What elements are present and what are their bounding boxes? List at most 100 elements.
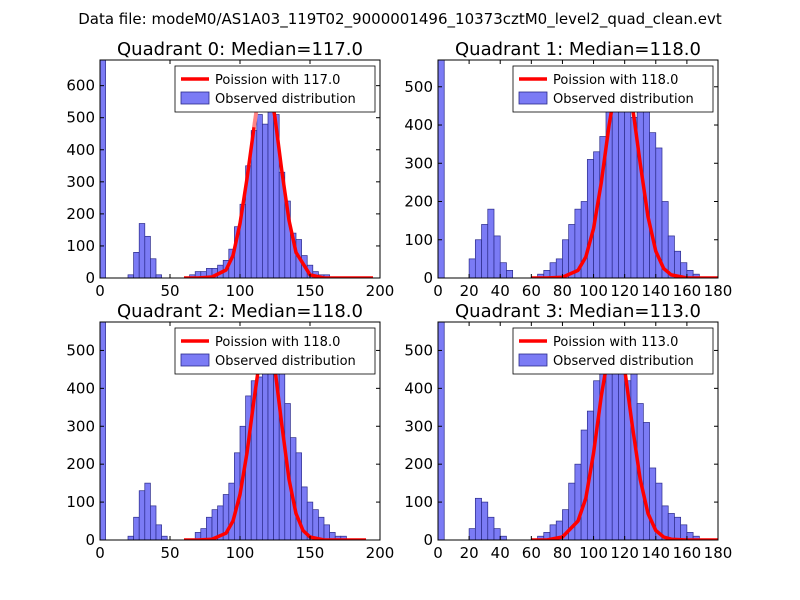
histogram-bar [144,235,151,278]
histogram-bar [138,490,146,540]
histogram-bar [667,513,675,540]
histogram-bar [100,322,106,540]
histogram-bar [499,535,507,540]
x-tick-label: 120 [610,282,639,300]
legend-observed-label: Observed distribution [215,92,356,107]
axes-frame [437,321,719,541]
y-tick-label: 400 [404,379,433,397]
histogram-bar [474,239,482,278]
histogram-bar [568,224,576,278]
legend-poisson-label: Poission with 117.0 [215,73,340,88]
histogram-bar [438,322,445,540]
histogram-bar [487,208,495,278]
y-tick-label: 200 [66,455,95,473]
x-tick-label: 0 [433,544,443,562]
x-tick-label: 120 [610,544,639,562]
axes-frame [437,59,719,279]
x-tick-label: 100 [579,282,608,300]
x-tick-label: 200 [366,544,395,562]
y-tick-label: 0 [423,531,433,549]
x-tick-label: 180 [704,544,733,562]
y-tick-label: 400 [66,379,95,397]
histogram-bar [323,524,330,540]
histogram-bar [549,262,557,278]
legend: Poission with 113.0 Observed distribution [512,327,714,375]
y-tick-label: 300 [404,154,433,172]
y-tick-label: 0 [85,531,95,549]
y-tick-label: 500 [404,341,433,359]
subplot-quadrant-3: 0 20 40 60 80 100 120 140 160 1800100200300400500… [404,301,732,562]
histogram-bar [133,516,140,540]
x-tick-label: 0 [95,544,105,562]
x-tick-label: 160 [673,282,702,300]
x-tick-label: 50 [160,282,179,300]
x-tick-label: 60 [522,544,541,562]
histogram-bar [144,482,151,540]
histogram-bar [206,516,213,540]
histogram-bar [468,258,476,278]
x-tick-label: 140 [641,282,670,300]
histogram-bar [555,258,563,278]
x-tick-label: 180 [704,282,733,300]
histogram-bar [155,524,162,540]
histogram-bar [493,235,501,278]
y-tick-label: 500 [404,78,433,96]
histogram-bar [256,114,263,278]
histogram-bar [481,224,489,278]
histogram-bar [499,262,507,278]
subplot-title: Quadrant 0: Median=117.0 [117,39,363,60]
histogram-bar [674,516,682,540]
y-tick-label: 400 [66,141,95,159]
plot-content [438,60,718,278]
legend-poisson-label: Poission with 118.0 [553,73,678,88]
y-tick-label: 500 [66,341,95,359]
subplots: 0 50 100 150 2000100200300400500600Quadrant … [66,39,732,562]
y-tick-label: 200 [404,455,433,473]
y-tick-label: 100 [404,231,433,249]
histogram-bar [256,376,263,540]
histogram-bar [586,159,594,278]
histogram-bar [438,60,445,278]
x-tick-label: 20 [460,544,479,562]
y-tick-label: 200 [404,193,433,211]
histogram-bar [562,239,570,278]
histogram-bar [468,528,476,540]
legend-observed-label: Observed distribution [553,92,694,107]
histogram-bar [228,482,235,540]
subplot-quadrant-0: 0 50 100 150 200 0 100 200 300 400 500 600 Quadrant … [66,39,394,300]
histogram-bar [267,107,274,278]
legend: Poission with 117.0 Observed distribution [174,65,376,113]
y-tick-label: 100 [404,493,433,511]
histogram-bar [127,535,134,540]
histogram-bar [150,505,157,540]
histogram-bar [649,132,657,278]
x-tick-label: 40 [491,282,510,300]
x-tick-label: 20 [460,282,479,300]
histogram-bar [680,524,688,540]
plot-content [100,60,373,278]
legend-poisson-label: Poission with 113.0 [553,335,678,350]
x-tick-label: 40 [491,544,510,562]
legend-observed-label: Observed distribution [215,354,356,369]
x-tick-label: 160 [673,544,702,562]
y-tick-label: 300 [66,173,95,191]
histogram-bar [262,353,269,540]
subplot-quadrant-2: 0 50 100 150 200 0 100 200 300 400 500 Quadrant 2: … [66,301,394,562]
legend: Poission with 118.0 Observed distribution [174,327,376,375]
histogram-bar [100,60,106,278]
subplot-title: Quadrant 2: Median=118.0 [117,301,363,322]
x-tick-label: 100 [226,544,255,562]
figure-suptitle: Data file: modeM0/AS1A03_119T02_90000014… [78,10,722,29]
histogram-bar [150,258,157,278]
y-tick-label: 0 [85,269,95,287]
y-tick-label: 100 [66,493,95,511]
legend-observed-swatch [518,91,548,105]
histogram-bar [262,123,269,278]
subplot-quadrant-1: 0 20 40 60 80 100 120 140 160 1800100200300400500… [404,39,732,300]
histogram-bar [138,223,146,278]
x-tick-label: 80 [553,544,572,562]
legend-observed-swatch [180,91,210,105]
histogram-bar [318,516,325,540]
histogram-bar [133,252,140,278]
